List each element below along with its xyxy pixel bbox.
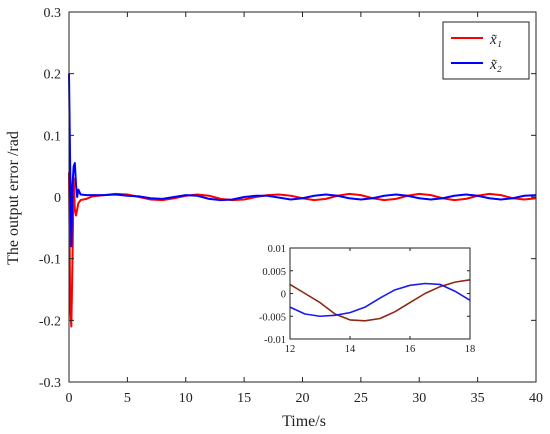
main-x-tick-label: 15 — [237, 391, 251, 406]
inset-y-tick-label: -0.005 — [259, 312, 286, 323]
main-y-tick-label: -0.2 — [39, 314, 61, 329]
inset-background — [290, 248, 470, 339]
inset-series-2-line — [289, 282, 471, 318]
inset-y-tick-label: 0.01 — [268, 244, 286, 255]
main-y-tick-label: 0 — [54, 191, 61, 206]
inset-plot-area: 12 14 16 18 0.01 0.005 0 -0.005 -0.01 — [259, 244, 475, 355]
main-y-tick-label: -0.1 — [39, 253, 61, 268]
legend: x̃₁ x̃₂ — [442, 21, 530, 80]
main-y-tick-label: -0.3 — [39, 376, 61, 391]
inset-y-tick-label: -0.01 — [264, 335, 286, 346]
main-y-tick-label: 0.1 — [44, 129, 62, 144]
main-x-tick-label: 10 — [179, 391, 193, 406]
x-axis-label: Time/s — [282, 413, 326, 430]
main-x-tick-label: 5 — [124, 391, 131, 406]
inset-y-tick-label: 0 — [281, 290, 286, 301]
legend-label-x2: x̃₂ — [489, 57, 502, 73]
main-x-tick-label: 20 — [296, 391, 310, 406]
legend-box — [442, 21, 530, 80]
main-x-tick-label: 25 — [354, 391, 368, 406]
main-series-2-line — [68, 73, 537, 248]
main-x-tick-label: 0 — [66, 391, 73, 406]
inset-x-tick-label: 18 — [465, 344, 476, 355]
inset-series-1-line — [289, 279, 471, 322]
main-x-tick-label: 40 — [529, 391, 543, 406]
inset-x-tick-label: 14 — [345, 344, 356, 355]
main-x-tick-label: 30 — [412, 391, 426, 406]
inset-x-tick-label: 16 — [405, 344, 416, 355]
inset-y-tick-label: 0.005 — [262, 267, 286, 278]
main-x-tick-label: 35 — [471, 391, 485, 406]
inset-x-tick-label: 12 — [285, 344, 296, 355]
legend-label-x1: x̃₁ — [489, 32, 502, 48]
main-y-tick-label: 0.2 — [44, 68, 62, 83]
main-y-tick-label: 0.3 — [44, 6, 62, 21]
y-axis-label: The output error /rad — [5, 131, 22, 265]
